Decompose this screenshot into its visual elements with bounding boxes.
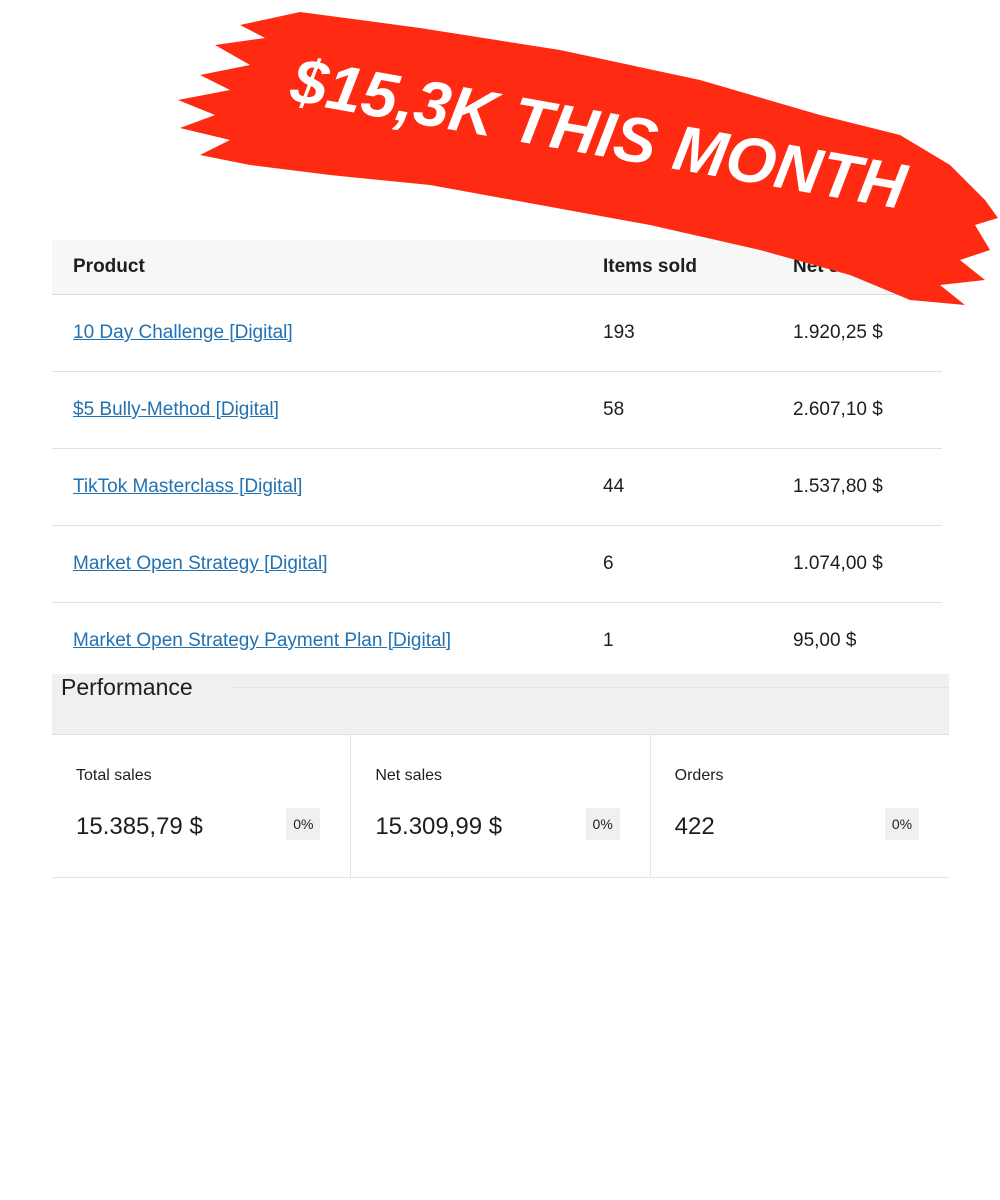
change-badge: 0% [884, 808, 919, 840]
product-link[interactable]: TikTok Masterclass [Digital] [73, 476, 303, 497]
card-value: 422 [674, 813, 715, 840]
product-cell: Market Open Strategy Payment Plan [Digit… [52, 630, 603, 652]
product-cell: TikTok Masterclass [Digital] [52, 476, 603, 498]
table-row: TikTok Masterclass [Digital] 44 1.537,80… [52, 449, 942, 526]
items-sold-cell: 44 [603, 476, 625, 497]
card-total-sales[interactable]: Total sales 15.385,79 $ 0% [52, 735, 352, 877]
items-sold-cell: 193 [603, 322, 635, 343]
net-sales-cell: 1.537,80 $ [793, 476, 883, 497]
performance-section-header: Performance [52, 674, 949, 735]
product-link[interactable]: $5 Bully-Method [Digital] [73, 399, 279, 420]
card-label: Total sales [76, 767, 152, 784]
card-value: 15.309,99 $ [375, 813, 503, 840]
card-net-sales[interactable]: Net sales 15.309,99 $ 0% [351, 735, 651, 877]
divider [232, 687, 949, 688]
product-link[interactable]: Market Open Strategy Payment Plan [Digit… [73, 630, 452, 651]
table-row: Market Open Strategy Payment Plan [Digit… [52, 603, 942, 680]
product-cell: $5 Bully-Method [Digital] [52, 399, 603, 421]
product-link[interactable]: 10 Day Challenge [Digital] [73, 322, 293, 343]
net-sales-cell: 95,00 $ [793, 630, 857, 651]
promo-banner: $15,3K THIS MONTH [178, 12, 998, 305]
product-link[interactable]: Market Open Strategy [Digital] [73, 553, 328, 574]
items-sold-cell: 6 [603, 553, 614, 574]
net-sales-cell: 1.920,25 $ [793, 322, 883, 343]
header-product[interactable]: Product [73, 256, 145, 277]
table-row: Market Open Strategy [Digital] 6 1.074,0… [52, 526, 942, 603]
card-label: Orders [674, 767, 724, 784]
performance-title: Performance [61, 674, 193, 700]
card-label: Net sales [375, 767, 443, 784]
items-sold-cell: 58 [603, 399, 625, 420]
change-badge: 0% [286, 808, 321, 840]
performance-cards: Total sales 15.385,79 $ 0% Net sales 15.… [52, 735, 949, 878]
product-cell: Market Open Strategy [Digital] [52, 553, 603, 575]
product-cell: 10 Day Challenge [Digital] [52, 322, 603, 344]
change-badge: 0% [585, 808, 620, 840]
net-sales-cell: 1.074,00 $ [793, 553, 883, 574]
brush-stroke-shape [178, 12, 998, 305]
card-value: 15.385,79 $ [76, 813, 203, 840]
card-orders[interactable]: Orders 422 0% [651, 735, 949, 877]
header-items-sold[interactable]: Items sold [603, 256, 697, 277]
net-sales-cell: 2.607,10 $ [793, 399, 883, 420]
table-row: $5 Bully-Method [Digital] 58 2.607,10 $ [52, 372, 942, 449]
table-row: 10 Day Challenge [Digital] 193 1.920,25 … [52, 295, 942, 372]
items-sold-cell: 1 [603, 630, 614, 651]
